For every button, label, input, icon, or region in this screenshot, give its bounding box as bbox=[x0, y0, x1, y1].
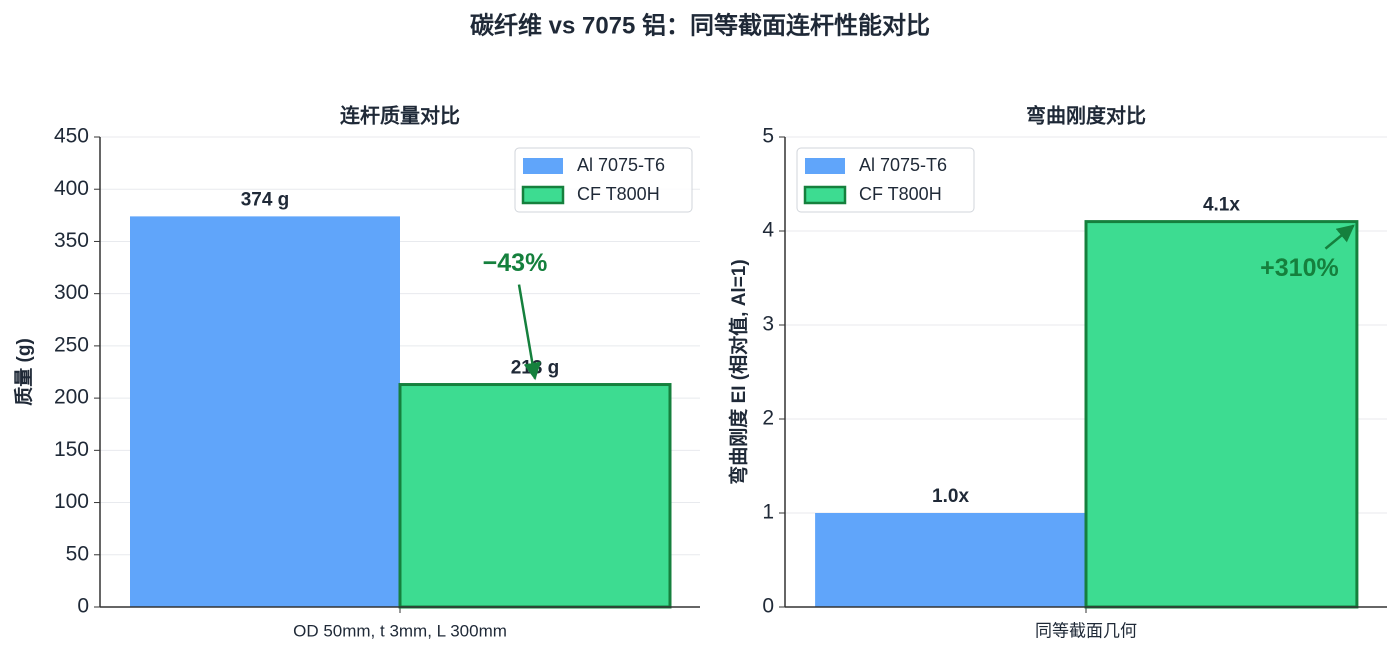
y-tick-label: 4 bbox=[762, 219, 774, 242]
y-tick-label: 300 bbox=[54, 281, 89, 304]
x-tick-label: OD 50mm, t 3mm, L 300mm bbox=[293, 621, 507, 640]
chart-title: 弯曲刚度对比 bbox=[1026, 103, 1146, 127]
annotation-arrow bbox=[517, 284, 541, 381]
bar bbox=[815, 513, 1086, 607]
legend-label: Al 7075-T6 bbox=[859, 155, 947, 175]
annotation-arrow bbox=[1324, 224, 1355, 250]
y-tick-label: 450 bbox=[54, 125, 89, 148]
legend-swatch bbox=[521, 185, 565, 205]
legend-label: CF T800H bbox=[577, 184, 660, 204]
bar bbox=[398, 383, 672, 609]
y-tick-label: 1 bbox=[762, 501, 774, 524]
y-axis-label: 弯曲刚度 EI (相对值, Al=1) bbox=[727, 259, 750, 484]
y-tick-label: 0 bbox=[762, 595, 774, 618]
y-tick-label: 2 bbox=[762, 407, 774, 430]
y-tick-label: 250 bbox=[54, 333, 89, 356]
y-tick-label: 150 bbox=[54, 438, 89, 461]
annotation: +310% bbox=[1260, 254, 1339, 282]
y-tick-label: 200 bbox=[54, 386, 89, 409]
legend-label: Al 7075-T6 bbox=[577, 155, 665, 175]
x-tick-label: 同等截面几何 bbox=[1035, 621, 1137, 640]
y-tick-label: 50 bbox=[66, 542, 89, 565]
figure-title: 碳纤维 vs 7075 铝：同等截面连杆性能对比 bbox=[470, 11, 930, 39]
value-label: 1.0x bbox=[932, 486, 969, 507]
legend-swatch bbox=[523, 158, 563, 174]
y-tick-label: 100 bbox=[54, 490, 89, 513]
bar bbox=[1084, 220, 1359, 609]
chart-title: 连杆质量对比 bbox=[340, 103, 460, 127]
y-tick-label: 0 bbox=[77, 595, 89, 618]
annotation: −43% bbox=[483, 249, 548, 277]
legend-label: CF T800H bbox=[859, 184, 942, 204]
y-tick-label: 350 bbox=[54, 229, 89, 252]
legend-swatch bbox=[805, 158, 845, 174]
y-tick-label: 3 bbox=[762, 313, 774, 336]
y-tick-label: 400 bbox=[54, 177, 89, 200]
y-tick-label: 5 bbox=[762, 125, 774, 148]
bar bbox=[130, 216, 400, 607]
legend-swatch bbox=[803, 185, 847, 205]
y-axis-label: 质量 (g) bbox=[13, 338, 35, 406]
value-label: 4.1x bbox=[1203, 195, 1240, 216]
value-label: 374 g bbox=[241, 189, 290, 210]
